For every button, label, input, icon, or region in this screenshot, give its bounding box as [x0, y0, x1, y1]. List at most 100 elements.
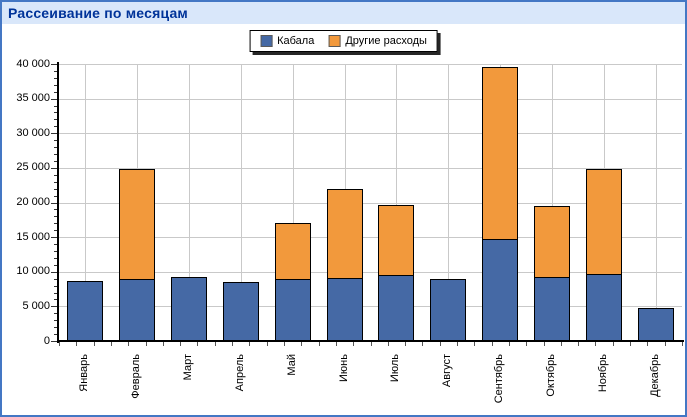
gridline-vertical	[240, 64, 242, 341]
bar-segment-kabala[interactable]	[326, 277, 363, 341]
x-axis-line	[57, 340, 684, 342]
y-axis-tick	[54, 285, 57, 287]
x-axis-tick	[370, 342, 372, 346]
y-axis-tick	[54, 278, 57, 280]
y-axis-label: 30 000	[16, 126, 50, 139]
x-axis-tick	[439, 342, 441, 346]
bar-segment-kabala[interactable]	[430, 279, 467, 341]
bar-segment-kabala[interactable]	[274, 279, 311, 341]
y-axis-tick	[54, 334, 57, 336]
legend-swatch-orange	[328, 35, 341, 47]
x-axis-tick	[128, 342, 130, 346]
bar-segment-kabala[interactable]	[638, 308, 675, 341]
bar-segment-kabala[interactable]	[534, 276, 571, 341]
x-axis-tick	[301, 342, 303, 346]
bar-segment-drugie[interactable]	[118, 168, 155, 279]
x-axis-tick	[162, 342, 164, 346]
y-axis-tick	[54, 292, 57, 294]
bar-segment-drugie[interactable]	[534, 205, 571, 277]
y-axis-tick	[54, 160, 57, 162]
x-axis-label: Декабрь	[649, 354, 662, 397]
y-axis-tick	[51, 306, 57, 308]
x-axis-tick	[214, 342, 216, 346]
y-axis-tick	[54, 70, 57, 72]
gridline-horizontal	[59, 202, 682, 204]
x-axis-tick	[387, 342, 389, 346]
bar-segment-kabala[interactable]	[586, 273, 623, 341]
bar-segment-kabala[interactable]	[378, 275, 415, 341]
x-axis-tick	[508, 342, 510, 346]
x-axis-tick	[76, 342, 78, 346]
x-axis-label: Февраль	[129, 354, 142, 399]
y-axis-tick	[54, 313, 57, 315]
x-axis-tick	[318, 342, 320, 346]
chart-area: Кабала Другие расходы 0 5 000 10 000 15 000…	[2, 24, 685, 415]
bar-segment-drugie[interactable]	[274, 223, 311, 280]
x-axis-label: Июль	[389, 354, 402, 383]
bar-segment-kabala[interactable]	[66, 280, 103, 341]
y-axis-tick	[54, 174, 57, 176]
x-axis-label: Ноябрь	[597, 354, 610, 393]
x-axis-tick	[93, 342, 95, 346]
x-axis-tick	[249, 342, 251, 346]
x-axis-label: Октябрь	[545, 354, 558, 397]
x-axis-tick	[491, 342, 493, 346]
bar-segment-kabala[interactable]	[118, 278, 155, 341]
y-axis-line	[57, 62, 59, 343]
y-axis-label: 10 000	[16, 265, 50, 278]
y-axis-tick	[54, 209, 57, 211]
bar-segment-kabala[interactable]	[482, 238, 519, 341]
y-axis-tick	[51, 64, 57, 65]
y-axis-tick	[54, 195, 57, 197]
x-axis-label: Май	[285, 354, 298, 376]
x-axis-label: Август	[441, 354, 454, 388]
y-axis-label: 35 000	[16, 92, 50, 105]
gridline-vertical	[448, 64, 450, 341]
gridline-horizontal	[59, 167, 682, 169]
x-axis-tick	[560, 342, 562, 346]
x-axis-label: Июнь	[337, 354, 350, 382]
x-axis-tick	[59, 342, 60, 346]
x-axis-tick	[110, 342, 112, 346]
y-axis-tick	[51, 167, 57, 169]
x-axis-tick	[474, 342, 476, 346]
x-axis-tick	[543, 342, 545, 346]
bar-segment-drugie[interactable]	[482, 67, 519, 239]
x-axis-tick	[266, 342, 268, 346]
bar-segment-drugie[interactable]	[378, 204, 415, 276]
y-axis-tick	[54, 223, 57, 225]
y-axis-tick	[51, 202, 57, 204]
y-axis-tick	[51, 98, 57, 100]
y-axis-tick	[54, 105, 57, 107]
page-title: Рассеивание по месяцам	[8, 5, 188, 21]
y-axis-tick	[54, 216, 57, 218]
y-axis-tick	[51, 341, 57, 342]
bar-segment-kabala[interactable]	[170, 276, 207, 341]
x-axis-tick	[145, 342, 147, 346]
y-axis-tick	[54, 140, 57, 142]
x-axis-tick	[405, 342, 407, 346]
y-axis-tick	[54, 327, 57, 329]
y-axis-tick	[54, 84, 57, 86]
y-axis-label: 40 000	[16, 57, 50, 70]
gridline-horizontal	[59, 133, 682, 135]
title-bar: Рассеивание по месяцам	[2, 2, 685, 24]
x-axis-tick	[612, 342, 614, 346]
x-axis-label: Март	[181, 354, 194, 381]
legend-item-drugie[interactable]: Другие расходы	[328, 35, 427, 47]
bar-segment-kabala[interactable]	[222, 282, 259, 341]
x-axis-tick	[232, 342, 234, 346]
y-axis-tick	[54, 147, 57, 149]
legend-swatch-blue	[260, 35, 273, 47]
y-axis-tick	[54, 91, 57, 93]
y-axis-label: 0	[43, 334, 50, 347]
y-axis-tick	[54, 154, 57, 156]
bar-segment-drugie[interactable]	[586, 169, 623, 274]
bar-segment-drugie[interactable]	[326, 188, 363, 278]
y-axis-tick	[54, 230, 57, 232]
y-axis-tick	[54, 320, 57, 322]
legend-item-kabala[interactable]: Кабала	[260, 35, 314, 47]
gridline-horizontal	[59, 271, 682, 273]
y-axis-tick	[51, 133, 57, 135]
x-axis-tick	[630, 342, 632, 346]
